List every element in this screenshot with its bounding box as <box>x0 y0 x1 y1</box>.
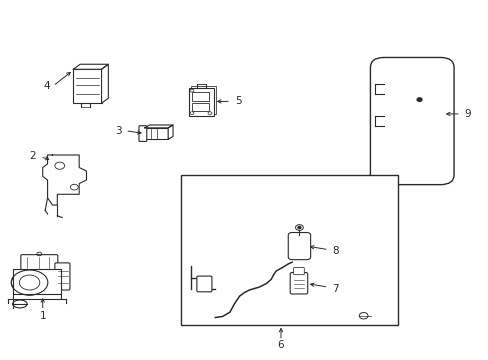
FancyBboxPatch shape <box>289 273 307 294</box>
Bar <box>13 269 61 294</box>
Bar <box>192 103 208 111</box>
FancyBboxPatch shape <box>293 267 304 275</box>
FancyBboxPatch shape <box>197 276 211 292</box>
Text: 8: 8 <box>332 247 339 256</box>
FancyBboxPatch shape <box>21 255 58 270</box>
Circle shape <box>416 98 421 102</box>
FancyBboxPatch shape <box>139 126 146 141</box>
Polygon shape <box>42 155 86 205</box>
FancyBboxPatch shape <box>55 263 70 290</box>
Circle shape <box>297 226 300 229</box>
Text: 6: 6 <box>277 341 284 350</box>
Text: 4: 4 <box>43 81 50 91</box>
Text: 7: 7 <box>332 284 339 294</box>
Bar <box>190 86 215 114</box>
Text: 1: 1 <box>40 311 46 321</box>
Bar <box>144 128 168 139</box>
FancyBboxPatch shape <box>287 233 310 260</box>
FancyBboxPatch shape <box>370 58 453 185</box>
Polygon shape <box>102 64 108 103</box>
Bar <box>192 92 208 101</box>
Text: 3: 3 <box>115 126 121 136</box>
Polygon shape <box>168 125 173 139</box>
Text: 9: 9 <box>463 109 469 119</box>
Bar <box>181 175 397 325</box>
Polygon shape <box>73 64 108 69</box>
Polygon shape <box>144 125 173 128</box>
Text: 2: 2 <box>30 151 36 161</box>
Bar <box>188 88 213 116</box>
Text: 5: 5 <box>234 96 241 107</box>
Bar <box>73 69 102 103</box>
